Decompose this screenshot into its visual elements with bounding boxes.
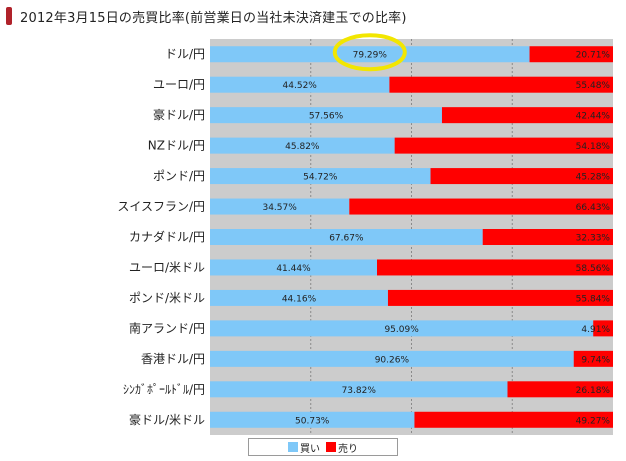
data-label-buy: 45.82% xyxy=(285,142,320,152)
bar-sell xyxy=(394,137,613,154)
category-label: ユーロ/米ドル xyxy=(129,260,205,274)
legend-item-buy: 買い xyxy=(288,440,320,455)
data-label-buy: 34.57% xyxy=(262,203,297,213)
bar-buy xyxy=(210,229,483,245)
bar-buy xyxy=(210,381,508,398)
data-label-buy: 44.52% xyxy=(283,81,318,91)
title-marker xyxy=(6,7,12,25)
data-label-buy: 44.16% xyxy=(282,294,317,304)
legend-swatch-sell xyxy=(326,442,336,452)
bar-sell xyxy=(529,46,613,63)
data-label-buy: 41.44% xyxy=(276,264,311,274)
category-label: 南アランド/円 xyxy=(129,320,205,335)
highlight-circle xyxy=(332,33,407,72)
bar-sell xyxy=(414,411,613,428)
data-label-sell: 45.28% xyxy=(576,173,611,183)
bar-sell xyxy=(573,350,613,367)
bar-buy xyxy=(210,107,442,124)
legend: 買い 売り xyxy=(248,438,398,456)
data-label-sell: 32.33% xyxy=(576,234,611,244)
bar-buy xyxy=(210,289,388,306)
bar-buy xyxy=(210,76,390,93)
category-label: 香港ドル/円 xyxy=(141,352,205,366)
bar-sell xyxy=(593,320,613,337)
bar-buy xyxy=(210,198,350,215)
bar-buy xyxy=(210,259,378,276)
data-label-sell: 42.44% xyxy=(576,112,611,122)
data-label-sell: 4.91% xyxy=(581,325,610,335)
data-label-sell: 55.48% xyxy=(576,81,611,91)
legend-item-sell: 売り xyxy=(326,440,358,455)
data-label-sell: 26.18% xyxy=(576,386,611,396)
chart-title-bar: 2012年3月15日の売買比率(前営業日の当社未決済建玉での比率) xyxy=(6,6,407,26)
chart-title: 2012年3月15日の売買比率(前営業日の当社未決済建玉での比率) xyxy=(20,10,407,26)
category-label: ｼﾝｶﾞﾎﾟｰﾙﾄﾞﾙ/円 xyxy=(123,382,205,396)
category-label: 豪ドル/米ドル xyxy=(129,412,205,427)
legend-label-sell: 売り xyxy=(338,443,358,455)
bar-sell xyxy=(387,289,613,306)
data-label-buy: 90.26% xyxy=(375,355,410,365)
data-label-buy: 73.82% xyxy=(342,386,377,396)
data-label-buy: 79.29% xyxy=(353,51,388,61)
bar-buy xyxy=(210,320,594,337)
bar-buy xyxy=(210,46,530,63)
data-label-sell: 49.27% xyxy=(576,416,611,426)
bar-sell xyxy=(507,381,613,398)
bar-sell xyxy=(441,107,613,124)
bar-sell xyxy=(349,198,613,215)
data-label-sell: 55.84% xyxy=(576,294,611,304)
category-label: ポンド/米ドル xyxy=(129,291,205,305)
bar-buy xyxy=(210,137,395,154)
category-label: 豪ドル/円 xyxy=(153,107,205,122)
bar-sell xyxy=(377,259,613,276)
data-label-buy: 95.09% xyxy=(384,325,419,335)
bar-buy xyxy=(210,411,415,428)
bar-sell xyxy=(482,229,613,245)
bar-buy xyxy=(210,350,574,367)
data-label-buy: 50.73% xyxy=(295,416,330,426)
category-label: カナダドル/円 xyxy=(129,229,205,244)
bar-sell xyxy=(389,76,613,93)
category-label: スイスフラン/円 xyxy=(117,200,205,214)
legend-label-buy: 買い xyxy=(300,443,320,455)
data-label-sell: 54.18% xyxy=(576,142,611,152)
data-label-sell: 66.43% xyxy=(576,203,611,213)
data-label-buy: 57.56% xyxy=(309,112,344,122)
category-label: ポンド/円 xyxy=(153,169,205,183)
bar-buy xyxy=(210,168,431,185)
legend-swatch-buy xyxy=(288,442,298,452)
category-label: NZドル/円 xyxy=(148,139,205,153)
data-label-sell: 58.56% xyxy=(576,264,611,274)
data-label-sell: 9.74% xyxy=(581,355,610,365)
data-label-buy: 54.72% xyxy=(303,173,338,183)
data-label-buy: 67.67% xyxy=(329,234,364,244)
bar-sell xyxy=(430,168,613,185)
category-label: ドル/円 xyxy=(165,47,205,61)
data-label-sell: 20.71% xyxy=(576,51,611,61)
category-label: ユーロ/円 xyxy=(153,78,205,92)
